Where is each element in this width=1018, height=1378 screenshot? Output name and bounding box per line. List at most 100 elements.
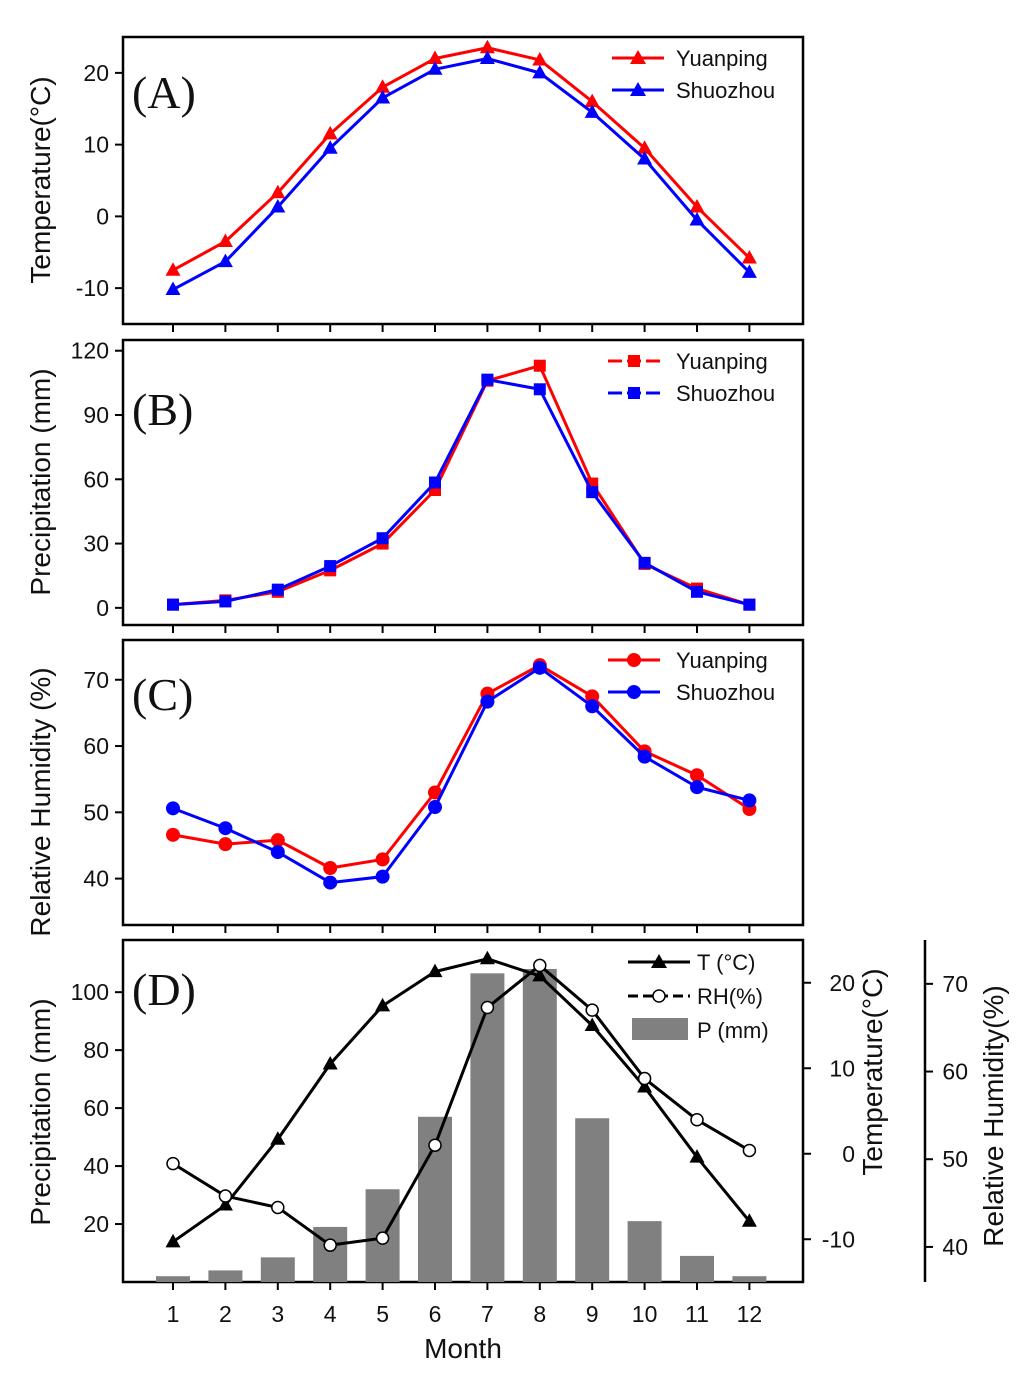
legend-d-label-0: T (°C) <box>697 950 756 975</box>
panel-a-series <box>165 39 757 296</box>
panel-a-series-1-point-6 <box>427 61 443 75</box>
panel-a-series-0-point-11 <box>689 199 705 213</box>
panel-c-series-0-point-9 <box>585 689 600 704</box>
bar-month-9 <box>575 1118 610 1282</box>
panel-d-line-0-point-11 <box>689 1149 705 1163</box>
panel-c: (C) Relative Humidity (%) 40 50 60 70 Yuanp… <box>25 638 805 937</box>
panel-a-series-1-point-10 <box>637 150 653 165</box>
panel-d-line-0-point-9 <box>584 1017 600 1031</box>
panel-a-series-1-point-5 <box>375 89 391 104</box>
panel-d-bars <box>156 968 767 1282</box>
panel-a-series-1-point-1 <box>165 281 181 296</box>
panel-c-series-1-point-12 <box>742 793 757 808</box>
panel-a-legend: Yuanping Shuozhou <box>612 46 775 103</box>
panel-d-y-left-tick-label-2: 60 <box>83 1095 109 1121</box>
bar-month-12 <box>732 1276 767 1282</box>
panel-b-series-1-point-10 <box>638 556 651 569</box>
panel-d-lines <box>165 950 757 1252</box>
panel-c-yticks: 40 50 60 70 <box>83 667 123 892</box>
legend-c-label-1: Shuozhou <box>676 680 775 705</box>
panel-b: (B) Precipitation (mm) 0 30 60 90 120 Yuanpi… <box>25 338 805 633</box>
panel-d-line-1-point-9 <box>585 1003 599 1017</box>
panel-a-y-tick-label-1: 0 <box>96 203 109 229</box>
panel-a-yticks: -10 0 10 20 <box>76 60 123 301</box>
panel-b-series-1-point-1 <box>167 598 179 611</box>
panel-b-y-tick-label-0: 0 <box>96 595 109 621</box>
panel-c-series-0-point-6 <box>428 785 442 800</box>
x-tick-label-12: 12 <box>737 1301 763 1327</box>
panel-a-xticks <box>172 324 751 332</box>
panel-b-xticks <box>172 625 751 633</box>
panel-a-frame <box>121 35 805 326</box>
panel-c-series-1-point-2 <box>218 821 233 836</box>
x-tick-label-2: 2 <box>219 1301 232 1327</box>
x-tick-label-9: 9 <box>586 1301 599 1327</box>
bar-month-2 <box>208 1270 243 1282</box>
panel-d-line-0-point-5 <box>375 997 391 1012</box>
panel-d-line-0-point-10 <box>637 1079 653 1093</box>
panel-d-line-1-point-7 <box>480 1000 495 1015</box>
legend-c-marker-1 <box>627 685 641 699</box>
bar-month-1 <box>156 1276 190 1282</box>
legend-a-marker-0 <box>630 50 646 64</box>
panel-c-series-1-point-4 <box>323 875 338 890</box>
rh-tick-label-2: 60 <box>942 1059 968 1085</box>
panel-d-line-0 <box>172 957 751 1244</box>
panel-d-label: (D) <box>132 964 196 1015</box>
panel-a: (A) Temperature(°C) -10 0 10 20 Yuanping Sh… <box>25 35 805 332</box>
panel-c-series-1-point-6 <box>428 800 442 815</box>
panel-b-series-1-point-6 <box>429 476 441 489</box>
panel-a-series-0-point-9 <box>584 93 600 108</box>
x-tick-label-10: 10 <box>632 1301 658 1327</box>
panel-d-line-1-point-11 <box>690 1113 704 1127</box>
panel-b-series-1-point-7 <box>481 373 494 386</box>
x-tick-label-5: 5 <box>376 1301 389 1327</box>
panel-c-series-1-point-9 <box>585 699 600 714</box>
panel-d-yticks-temperature: -10 0 10 20 <box>803 970 855 1252</box>
panel-b-series-1-point-12 <box>743 598 756 611</box>
panel-a-series-0-point-4 <box>322 125 338 140</box>
panel-c-xticks <box>172 925 751 933</box>
panel-d-line-1-point-3 <box>271 1200 285 1215</box>
panel-d-line-1 <box>172 963 751 1247</box>
panel-a-series-1-point-9 <box>584 104 600 118</box>
panel-a-y-tick-label-2: 10 <box>83 132 109 158</box>
panel-b-series-1-point-9 <box>586 486 599 499</box>
panel-b-series-1-point-2 <box>219 595 232 608</box>
x-tick-label-11: 11 <box>685 1301 709 1327</box>
legend-d-marker-1 <box>652 989 666 1003</box>
legend-c-marker-0 <box>627 653 641 667</box>
panel-a-series-1-point-12 <box>741 264 757 278</box>
panel-c-series-0-point-11 <box>690 768 704 783</box>
panel-c-label: (C) <box>132 669 193 720</box>
bar-month-10 <box>627 1221 662 1282</box>
panel-d-line-1-point-10 <box>637 1071 652 1086</box>
panel-a-series-0-point-6 <box>427 50 443 65</box>
legend-d-marker-2 <box>632 1018 688 1040</box>
legend-a-marker-1 <box>630 82 646 96</box>
panel-c-legend: Yuanping Shuozhou <box>608 648 775 705</box>
legend-c-label-0: Yuanping <box>676 648 768 673</box>
panel-a-series-1-point-3 <box>270 199 286 213</box>
panel-d-line-0-point-7 <box>479 950 495 965</box>
panel-a-y-title: Temperature(°C) <box>25 76 56 283</box>
panel-c-series-1-line <box>172 666 750 885</box>
panel-c-series-1-point-8 <box>532 660 547 675</box>
panel-d-y-left-tick-label-4: 100 <box>71 979 109 1005</box>
panel-c-frame <box>121 638 805 927</box>
panel-a-series-1-line <box>172 57 751 291</box>
x-tick-label-3: 3 <box>271 1301 284 1327</box>
bar-month-7 <box>470 973 505 1282</box>
panel-c-series-1-point-5 <box>375 869 390 884</box>
temp-tick-label-1: 0 <box>842 1141 855 1167</box>
panel-c-series-1-point-7 <box>480 694 495 709</box>
panel-d-y-title-temperature: Temperature(°C) <box>857 968 888 1175</box>
panel-d-y-left-tick-label-0: 20 <box>83 1211 109 1237</box>
panel-b-series-1-line <box>172 378 750 607</box>
panel-a-series-1-point-11 <box>689 211 705 226</box>
panel-a-series-0-point-12 <box>741 249 757 264</box>
panel-d-legend: T (°C) RH(%) P (mm) <box>628 950 769 1043</box>
panel-b-series-1-point-5 <box>376 532 389 545</box>
panel-d-frame <box>121 938 805 1284</box>
